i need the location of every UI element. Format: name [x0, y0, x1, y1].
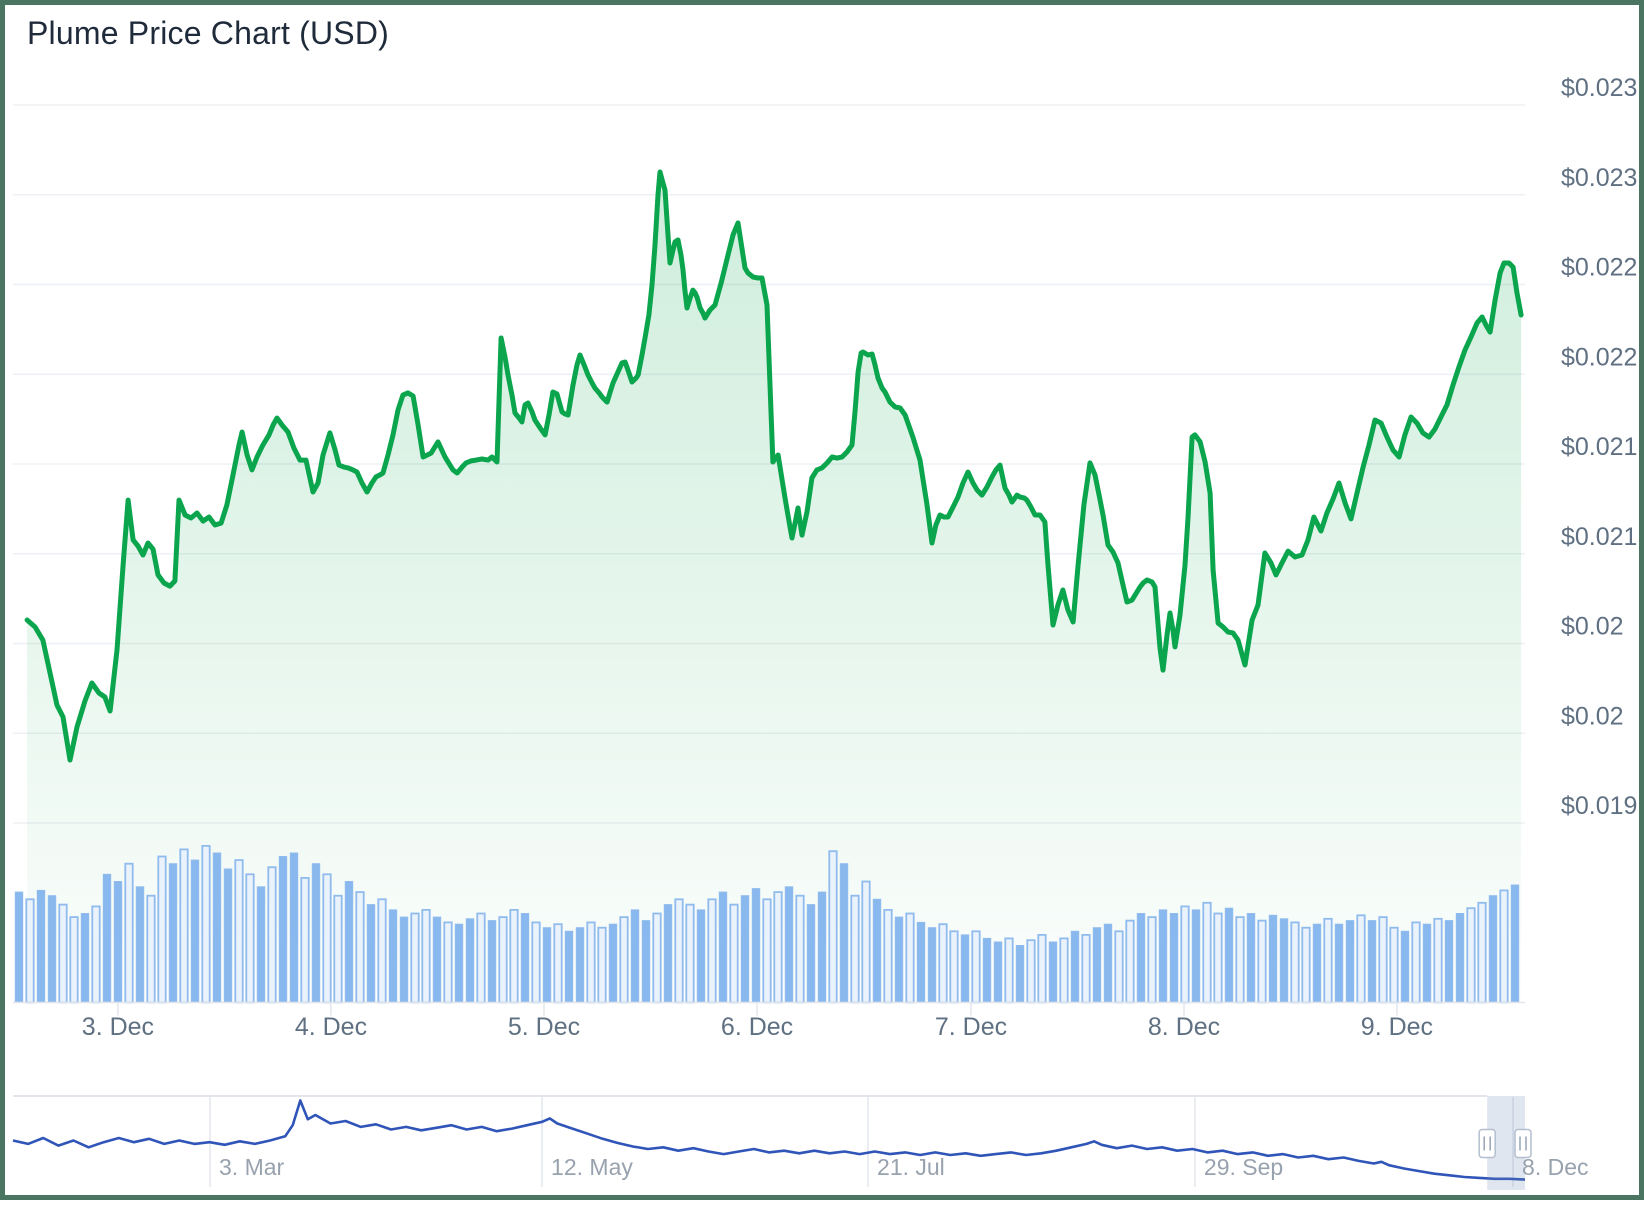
y-axis-label: $0.02 — [1561, 613, 1624, 641]
navigator-label: 29. Sep — [1204, 1154, 1283, 1180]
navigator-series-line — [12, 1099, 1526, 1181]
handle-body — [1514, 1128, 1532, 1159]
navigator-label: 21. Jul — [877, 1154, 945, 1180]
y-axis-label: $0.023 — [1561, 164, 1637, 192]
price-line — [24, 169, 1524, 763]
x-axis-label: 9. Dec — [1361, 1013, 1433, 1041]
y-axis-label: $0.023 — [1561, 74, 1637, 102]
y-axis-label: $0.021 — [1561, 433, 1637, 461]
navigator-label: 8. Dec — [1522, 1154, 1588, 1180]
main-plot-hover-area[interactable] — [13, 45, 1525, 1003]
x-axis-ticks — [117, 1002, 1398, 1016]
x-axis-labels: 3. Dec 4. Dec 5. Dec 6. Dec 7. Dec 8. Dec 9. D… — [82, 1013, 1433, 1041]
navigator-handle-left[interactable] — [1478, 1128, 1496, 1159]
navigator-labels: 3. Mar 12. May 21. Jul 29. Sep 8. Dec — [219, 1154, 1589, 1180]
price-area — [27, 172, 1522, 1003]
x-axis-label: 4. Dec — [295, 1013, 367, 1041]
x-axis-label: 7. Dec — [935, 1013, 1007, 1041]
x-axis-label: 6. Dec — [721, 1013, 793, 1041]
navigator-handle-right[interactable] — [1514, 1128, 1532, 1159]
y-axis-label: $0.02 — [1561, 702, 1624, 730]
handle-body — [1478, 1128, 1496, 1159]
x-axis-label: 5. Dec — [508, 1013, 580, 1041]
y-axis-label: $0.019 — [1561, 792, 1637, 820]
navigator-label: 12. May — [551, 1154, 633, 1180]
y-axis-label: $0.022 — [1561, 343, 1637, 371]
y-axis-labels: $0.023 $0.023 $0.022 $0.022 $0.021 $0.021 $0.0… — [1561, 74, 1637, 820]
navigator-gridlines — [209, 1097, 1514, 1187]
navigator-label: 3. Mar — [219, 1154, 285, 1180]
volume-bars — [14, 845, 1520, 1004]
y-axis-label: $0.021 — [1561, 523, 1637, 551]
y-axis-label: $0.022 — [1561, 254, 1637, 282]
chart-title: Plume Price Chart (USD) — [27, 15, 390, 51]
price-chart-svg: $0.023 $0.023 $0.022 $0.022 $0.021 $0.021 $0.0… — [12, 45, 1637, 1190]
x-axis-label: 8. Dec — [1148, 1013, 1220, 1041]
x-axis-label: 3. Dec — [82, 1013, 154, 1041]
